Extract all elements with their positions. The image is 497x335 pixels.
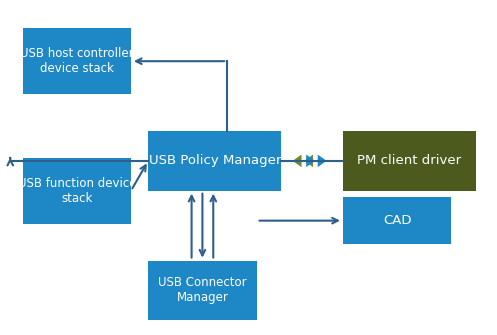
Text: USB Policy Manager: USB Policy Manager [149, 154, 281, 168]
Polygon shape [306, 154, 315, 167]
Text: USB Connector
Manager: USB Connector Manager [158, 276, 247, 305]
Text: USB function device
stack: USB function device stack [17, 177, 136, 205]
FancyBboxPatch shape [148, 261, 256, 320]
FancyBboxPatch shape [343, 131, 476, 191]
FancyBboxPatch shape [22, 28, 131, 94]
Text: CAD: CAD [383, 214, 412, 227]
FancyBboxPatch shape [22, 157, 131, 224]
Polygon shape [318, 154, 327, 167]
Polygon shape [304, 154, 313, 167]
Polygon shape [293, 154, 302, 167]
FancyBboxPatch shape [343, 197, 451, 244]
Text: USB host controller
device stack: USB host controller device stack [20, 47, 134, 75]
FancyBboxPatch shape [148, 131, 281, 191]
Text: PM client driver: PM client driver [357, 154, 461, 168]
